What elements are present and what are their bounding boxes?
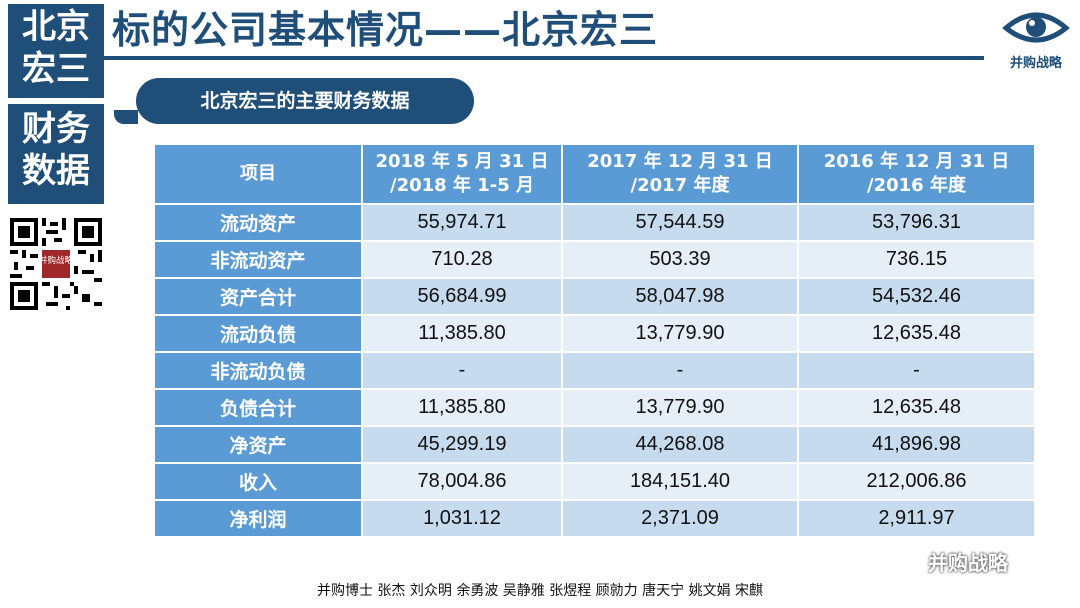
- column-header-line: 2018 年 5 月 31 日: [375, 151, 549, 172]
- table-cell: 57,544.59: [561, 203, 799, 242]
- table-cell: 55,974.71: [361, 203, 563, 242]
- row-label: 非流动资产: [153, 240, 363, 279]
- row-label: 流动负债: [153, 314, 363, 353]
- table-row: 收入 78,004.86 184,151.40 212,006.86: [153, 462, 1036, 501]
- qr-stamp-text: 并购战略: [39, 255, 73, 265]
- table-cell: 44,268.08: [561, 425, 799, 464]
- sidebar-text-line: 北京: [22, 7, 90, 47]
- table-row: 非流动负债 - - -: [153, 351, 1036, 390]
- table-cell: 2,911.97: [797, 499, 1036, 538]
- financial-table: 项目 2018 年 5 月 31 日 /2018 年 1-5 月 2017 年 …: [153, 143, 1036, 538]
- table-cell: 13,779.90: [561, 388, 799, 427]
- row-label: 资产合计: [153, 277, 363, 316]
- eye-icon: [1002, 12, 1070, 43]
- brand-logo: 并购战略: [996, 6, 1076, 76]
- table-row: 净利润 1,031.12 2,371.09 2,911.97: [153, 499, 1036, 538]
- table-cell: 12,635.48: [797, 314, 1036, 353]
- table-cell: 710.28: [361, 240, 563, 279]
- table-cell: 1,031.12: [361, 499, 563, 538]
- table-row: 净资产 45,299.19 44,268.08 41,896.98: [153, 425, 1036, 464]
- sidebar-text-line: 数据: [22, 151, 90, 191]
- table-row: 流动负债 11,385.80 13,779.90 12,635.48: [153, 314, 1036, 353]
- row-label: 净利润: [153, 499, 363, 538]
- table-cell: 11,385.80: [361, 314, 563, 353]
- row-label: 流动资产: [153, 203, 363, 242]
- table-header-row: 项目 2018 年 5 月 31 日 /2018 年 1-5 月 2017 年 …: [153, 143, 1036, 205]
- column-header-text: 项目: [240, 163, 276, 184]
- table-row: 资产合计 56,684.99 58,047.98 54,532.46: [153, 277, 1036, 316]
- table-cell: 78,004.86: [361, 462, 563, 501]
- table-cell: 58,047.98: [561, 277, 799, 316]
- table-cell: 13,779.90: [561, 314, 799, 353]
- sidebar-block-company: 北京 宏三: [8, 4, 104, 98]
- column-header-line: /2017 年度: [630, 175, 730, 196]
- table-cell: 53,796.31: [797, 203, 1036, 242]
- wechat-icon: [892, 550, 921, 572]
- table-cell: -: [561, 351, 799, 390]
- table-cell: 503.39: [561, 240, 799, 279]
- table-cell: 54,532.46: [797, 277, 1036, 316]
- row-label: 净资产: [153, 425, 363, 464]
- row-label: 非流动负债: [153, 351, 363, 390]
- sidebar-block-topic: 财务 数据: [8, 104, 104, 204]
- table-cell: 212,006.86: [797, 462, 1036, 501]
- row-label: 收入: [153, 462, 363, 501]
- table-cell: 45,299.19: [361, 425, 563, 464]
- column-header-2018: 2018 年 5 月 31 日 /2018 年 1-5 月: [361, 143, 563, 205]
- column-header-line: 2017 年 12 月 31 日: [587, 151, 773, 172]
- table-cell: 736.15: [797, 240, 1036, 279]
- wechat-watermark: 并购战略: [892, 548, 1008, 575]
- table-cell: -: [361, 351, 563, 390]
- table-cell: 2,371.09: [561, 499, 799, 538]
- table-row: 流动资产 55,974.71 57,544.59 53,796.31: [153, 203, 1036, 242]
- table-cell: 184,151.40: [561, 462, 799, 501]
- table-row: 负债合计 11,385.80 13,779.90 12,635.48: [153, 388, 1036, 427]
- column-header-2016: 2016 年 12 月 31 日 /2016 年度: [797, 143, 1036, 205]
- sidebar-text-line: 财务: [22, 109, 90, 149]
- table-row: 非流动资产 710.28 503.39 736.15: [153, 240, 1036, 279]
- qr-code-icon: 并购战略: [10, 218, 102, 310]
- row-label: 负债合计: [153, 388, 363, 427]
- logo-text: 并购战略: [1009, 56, 1062, 71]
- table-cell: -: [797, 351, 1036, 390]
- section-heading: 北京宏三的主要财务数据: [136, 78, 474, 124]
- title-divider: [104, 56, 984, 60]
- page-title: 标的公司基本情况——北京宏三: [112, 8, 659, 52]
- column-header-line: /2016 年度: [867, 175, 966, 196]
- table-cell: 56,684.99: [361, 277, 563, 316]
- section-pill-accent: [114, 110, 138, 124]
- sidebar-text-line: 宏三: [22, 49, 90, 89]
- footer-authors: 并购博士 张杰 刘众明 余勇波 吴静雅 张煜程 顾勍力 唐天宁 姚文娟 宋麒: [316, 583, 764, 599]
- column-header-line: 2016 年 12 月 31 日: [823, 151, 1010, 172]
- table-cell: 11,385.80: [361, 388, 563, 427]
- table-cell: 12,635.48: [797, 388, 1036, 427]
- watermark-text: 并购战略: [928, 550, 1008, 575]
- column-header-2017: 2017 年 12 月 31 日 /2017 年度: [561, 143, 799, 205]
- column-header-line: /2018 年 1-5 月: [390, 175, 534, 196]
- column-header-item: 项目: [153, 143, 363, 205]
- table-cell: 41,896.98: [797, 425, 1036, 464]
